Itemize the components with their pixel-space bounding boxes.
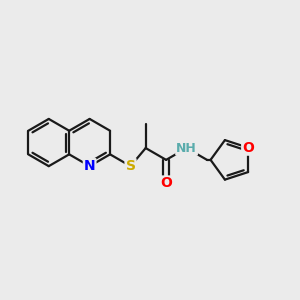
Text: NH: NH [176, 142, 197, 154]
Text: N: N [84, 159, 95, 173]
Text: O: O [242, 141, 254, 155]
Text: O: O [160, 176, 172, 190]
Text: S: S [125, 159, 136, 173]
